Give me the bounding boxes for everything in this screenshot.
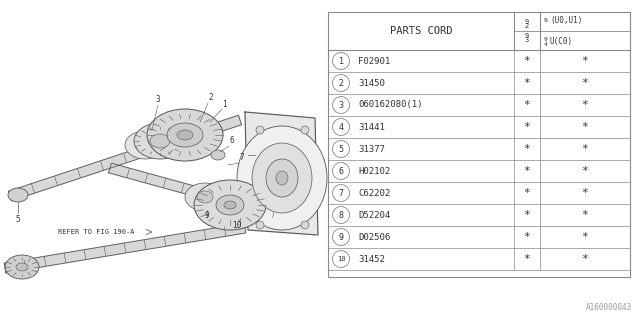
- Text: F02901: F02901: [358, 57, 390, 66]
- Text: 4: 4: [339, 123, 344, 132]
- Ellipse shape: [276, 171, 288, 185]
- Text: *: *: [524, 166, 531, 176]
- Text: U(C0): U(C0): [550, 37, 573, 46]
- Ellipse shape: [211, 150, 225, 160]
- Text: *: *: [524, 100, 531, 110]
- Text: 8: 8: [339, 211, 344, 220]
- Text: PARTS CORD: PARTS CORD: [390, 26, 452, 36]
- Text: *: *: [524, 254, 531, 264]
- Ellipse shape: [301, 221, 309, 229]
- Ellipse shape: [216, 195, 244, 215]
- Ellipse shape: [8, 188, 28, 202]
- Ellipse shape: [194, 180, 266, 230]
- Ellipse shape: [134, 123, 186, 159]
- Text: REFER TO FIG 190-A: REFER TO FIG 190-A: [58, 229, 134, 235]
- Text: 2: 2: [208, 93, 212, 102]
- Text: 060162080(1): 060162080(1): [358, 100, 422, 109]
- Text: *: *: [582, 144, 588, 154]
- Text: 9: 9: [525, 33, 529, 38]
- Text: 7: 7: [339, 188, 344, 197]
- Text: *: *: [582, 122, 588, 132]
- Text: *: *: [582, 56, 588, 66]
- Text: 6: 6: [230, 136, 235, 145]
- Text: 9: 9: [544, 18, 548, 23]
- Text: *: *: [582, 166, 588, 176]
- Polygon shape: [8, 115, 241, 201]
- Ellipse shape: [16, 263, 28, 271]
- Text: 3: 3: [156, 95, 160, 104]
- Ellipse shape: [125, 131, 165, 159]
- Text: 5: 5: [339, 145, 344, 154]
- Ellipse shape: [185, 183, 225, 211]
- Text: C62202: C62202: [358, 188, 390, 197]
- Ellipse shape: [177, 130, 193, 140]
- Polygon shape: [4, 223, 246, 273]
- Text: *: *: [524, 56, 531, 66]
- Text: *: *: [524, 232, 531, 242]
- Text: 7: 7: [240, 153, 244, 162]
- Text: D52204: D52204: [358, 211, 390, 220]
- Text: *: *: [582, 78, 588, 88]
- Text: 4: 4: [544, 42, 548, 47]
- Text: 5: 5: [16, 215, 20, 224]
- Text: *: *: [524, 78, 531, 88]
- Ellipse shape: [197, 191, 213, 203]
- Text: *: *: [524, 122, 531, 132]
- Ellipse shape: [266, 159, 298, 197]
- Text: 1: 1: [222, 100, 227, 109]
- Text: 9: 9: [205, 211, 209, 220]
- Text: *: *: [582, 254, 588, 264]
- Text: *: *: [582, 210, 588, 220]
- Ellipse shape: [237, 126, 327, 230]
- Text: D02506: D02506: [358, 233, 390, 242]
- Polygon shape: [109, 163, 293, 223]
- Text: 2: 2: [339, 78, 344, 87]
- Ellipse shape: [301, 126, 309, 134]
- Text: *: *: [582, 188, 588, 198]
- Text: (U0,U1): (U0,U1): [550, 16, 582, 25]
- Text: 31452: 31452: [358, 254, 385, 263]
- Text: 10: 10: [337, 256, 345, 262]
- Bar: [328, 12, 630, 277]
- Text: 31441: 31441: [358, 123, 385, 132]
- Ellipse shape: [252, 143, 312, 213]
- Ellipse shape: [150, 134, 170, 148]
- Text: 9: 9: [544, 37, 548, 42]
- Ellipse shape: [256, 126, 264, 134]
- Text: 1: 1: [339, 57, 344, 66]
- Text: *: *: [524, 188, 531, 198]
- Ellipse shape: [135, 138, 155, 152]
- Text: *: *: [524, 210, 531, 220]
- Ellipse shape: [224, 201, 236, 209]
- Text: A160000043: A160000043: [586, 303, 632, 312]
- Ellipse shape: [256, 221, 264, 229]
- Text: 31450: 31450: [358, 78, 385, 87]
- Text: 31377: 31377: [358, 145, 385, 154]
- Text: 10: 10: [232, 221, 242, 230]
- Text: 3: 3: [525, 37, 529, 44]
- Ellipse shape: [167, 123, 203, 147]
- Text: 2: 2: [525, 23, 529, 29]
- Ellipse shape: [147, 109, 223, 161]
- Text: *: *: [582, 100, 588, 110]
- Ellipse shape: [5, 255, 39, 279]
- Text: 9: 9: [339, 233, 344, 242]
- Polygon shape: [245, 112, 318, 235]
- Text: *: *: [524, 144, 531, 154]
- Text: 6: 6: [339, 166, 344, 175]
- Text: 3: 3: [339, 100, 344, 109]
- Text: H02102: H02102: [358, 166, 390, 175]
- Text: *: *: [582, 232, 588, 242]
- Text: 9: 9: [525, 19, 529, 25]
